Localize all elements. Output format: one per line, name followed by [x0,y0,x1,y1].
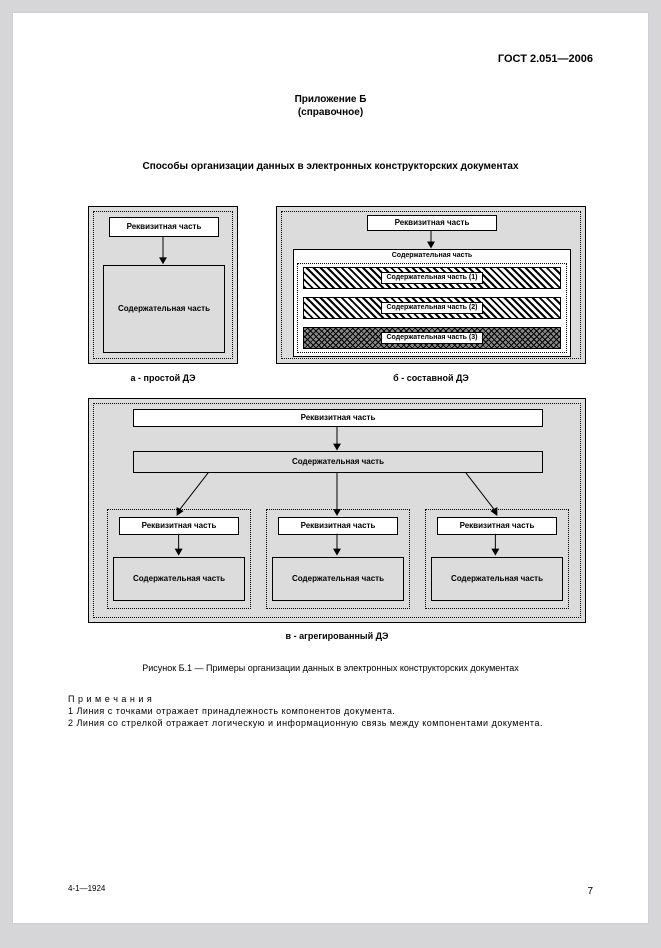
notes-heading: П р и м е ч а н и я [68,694,152,704]
panel-v-child2-content: Содержательная часть [272,557,404,601]
panel-v-child1-content: Содержательная часть [113,557,245,601]
panel-a-req-box: Реквизитная часть [109,217,219,237]
panel-v: Реквизитная часть Содержательная часть Р… [88,398,586,623]
panel-v-caption: в - агрегированный ДЭ [88,631,586,641]
figure-caption: Рисунок Б.1 — Примеры организации данных… [13,663,648,673]
panel-b-caption: б - составной ДЭ [276,373,586,383]
panel-b: Реквизитная часть Содержательная часть С… [276,206,586,364]
panel-v-child3-req: Реквизитная часть [437,517,557,535]
panel-a-caption: а - простой ДЭ [88,373,238,383]
panel-a: Реквизитная часть Содержательная часть [88,206,238,364]
panel-b-content-1: Содержательная часть (1) [303,267,561,289]
footer-left: 4-1—1924 [68,884,105,893]
page-number: 7 [587,886,593,897]
panel-v-child3-content: Содержательная часть [431,557,563,601]
panel-b-c1-label: Содержательная часть (1) [381,272,482,285]
note-1: 1 Линия с точками отражает принадлежност… [68,706,395,716]
note-2: 2 Линия со стрелкой отражает логическую … [68,718,543,728]
section-title: Способы организации данных в электронных… [13,161,648,172]
panel-a-content-box: Содержательная часть [103,265,225,353]
panel-b-content-3: Содержательная часть (3) [303,327,561,349]
panel-v-req-top: Реквизитная часть [133,409,543,427]
panel-b-c3-label: Содержательная часть (3) [381,332,482,345]
panel-b-c2-label: Содержательная часть (2) [381,302,482,315]
panel-b-content-2: Содержательная часть (2) [303,297,561,319]
panel-b-req-box: Реквизитная часть [367,215,497,231]
page: ГОСТ 2.051—2006 Приложение Б (справочное… [12,12,649,924]
appendix-heading: Приложение Б (справочное) [13,93,648,119]
panel-v-content-top: Содержательная часть [133,451,543,473]
appendix-line2: (справочное) [298,107,363,118]
standard-id: ГОСТ 2.051—2006 [498,53,593,65]
panel-b-content-outer-label: Содержательная часть [294,252,570,261]
notes-block: П р и м е ч а н и я 1 Линия с точками от… [68,693,593,729]
panel-v-child2-req: Реквизитная часть [278,517,398,535]
panel-v-child1-req: Реквизитная часть [119,517,239,535]
appendix-line1: Приложение Б [295,94,367,105]
